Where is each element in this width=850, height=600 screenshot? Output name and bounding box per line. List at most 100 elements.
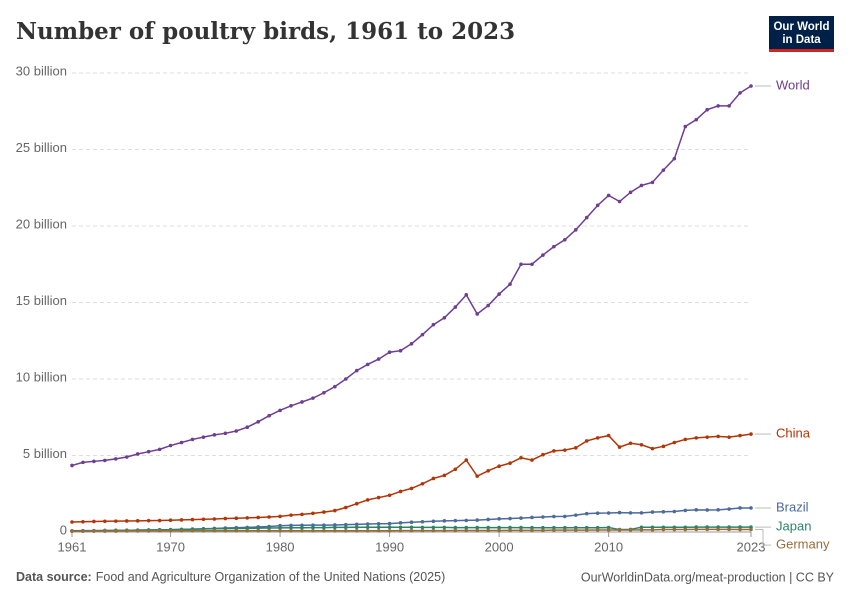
point bbox=[705, 107, 709, 112]
point bbox=[738, 527, 742, 532]
point bbox=[672, 440, 677, 445]
point bbox=[278, 528, 282, 533]
point bbox=[519, 525, 523, 530]
point bbox=[398, 489, 403, 494]
point bbox=[573, 528, 578, 532]
legend-label: Japan bbox=[776, 519, 811, 534]
point bbox=[617, 445, 622, 449]
series bbox=[70, 432, 753, 524]
y-tick-label: 30 billion bbox=[16, 63, 67, 78]
point bbox=[628, 528, 633, 532]
point bbox=[289, 513, 293, 517]
point bbox=[453, 518, 458, 523]
point bbox=[322, 525, 326, 530]
point bbox=[672, 527, 677, 532]
point bbox=[333, 528, 337, 533]
point bbox=[617, 199, 622, 204]
point bbox=[278, 526, 282, 530]
point bbox=[179, 528, 184, 533]
point bbox=[541, 528, 545, 533]
point bbox=[508, 282, 512, 286]
point bbox=[124, 455, 129, 459]
point bbox=[256, 515, 260, 520]
x-tick-label: 1990 bbox=[375, 539, 404, 554]
point bbox=[420, 482, 425, 486]
point bbox=[508, 525, 512, 530]
point bbox=[92, 529, 96, 533]
point bbox=[157, 447, 162, 452]
point bbox=[431, 322, 436, 327]
point bbox=[519, 528, 523, 533]
point bbox=[267, 526, 271, 530]
point bbox=[486, 469, 490, 473]
point bbox=[606, 193, 611, 198]
point bbox=[606, 433, 611, 438]
point bbox=[727, 435, 731, 439]
point bbox=[157, 528, 162, 533]
point bbox=[705, 435, 709, 439]
point bbox=[694, 527, 699, 532]
point bbox=[464, 458, 469, 462]
point bbox=[584, 511, 589, 516]
point bbox=[727, 507, 731, 511]
point bbox=[267, 515, 271, 519]
legend-label: China bbox=[776, 426, 811, 441]
point bbox=[289, 403, 293, 408]
point bbox=[573, 446, 578, 450]
x-tick-label: 1980 bbox=[266, 539, 295, 554]
point bbox=[343, 522, 348, 527]
source-label: Data source: bbox=[16, 570, 92, 584]
point bbox=[486, 517, 490, 522]
point bbox=[442, 528, 447, 533]
point bbox=[168, 443, 173, 448]
point bbox=[124, 529, 129, 533]
point bbox=[420, 519, 425, 524]
point bbox=[267, 413, 271, 418]
y-tick-label: 25 billion bbox=[16, 140, 67, 155]
point bbox=[420, 528, 425, 533]
point bbox=[530, 262, 534, 267]
point bbox=[530, 515, 534, 520]
point bbox=[475, 528, 480, 533]
point bbox=[442, 525, 447, 530]
point bbox=[365, 362, 370, 367]
point bbox=[354, 525, 359, 530]
point bbox=[727, 527, 731, 532]
point bbox=[661, 527, 666, 532]
point bbox=[103, 458, 107, 463]
point bbox=[135, 529, 140, 533]
point bbox=[650, 528, 655, 532]
point bbox=[716, 508, 720, 512]
point bbox=[475, 312, 480, 316]
point bbox=[705, 508, 709, 512]
point bbox=[311, 525, 315, 530]
point bbox=[103, 529, 107, 533]
point bbox=[223, 431, 228, 436]
point bbox=[146, 518, 151, 523]
point bbox=[497, 517, 501, 521]
point bbox=[365, 522, 370, 526]
point bbox=[289, 525, 293, 530]
point bbox=[354, 522, 359, 527]
point bbox=[420, 525, 425, 530]
point bbox=[694, 436, 699, 440]
point bbox=[595, 511, 600, 515]
point bbox=[639, 528, 644, 532]
point bbox=[256, 420, 260, 424]
point bbox=[464, 293, 469, 297]
logo-text: in Data bbox=[782, 34, 821, 46]
point bbox=[168, 518, 173, 523]
point bbox=[81, 460, 85, 465]
point bbox=[289, 528, 293, 533]
point bbox=[683, 124, 688, 129]
point bbox=[146, 449, 151, 454]
point bbox=[223, 528, 228, 533]
point bbox=[212, 433, 217, 437]
point bbox=[300, 400, 304, 404]
point bbox=[749, 506, 753, 510]
point bbox=[322, 510, 326, 514]
point bbox=[190, 528, 195, 533]
point bbox=[354, 501, 359, 506]
